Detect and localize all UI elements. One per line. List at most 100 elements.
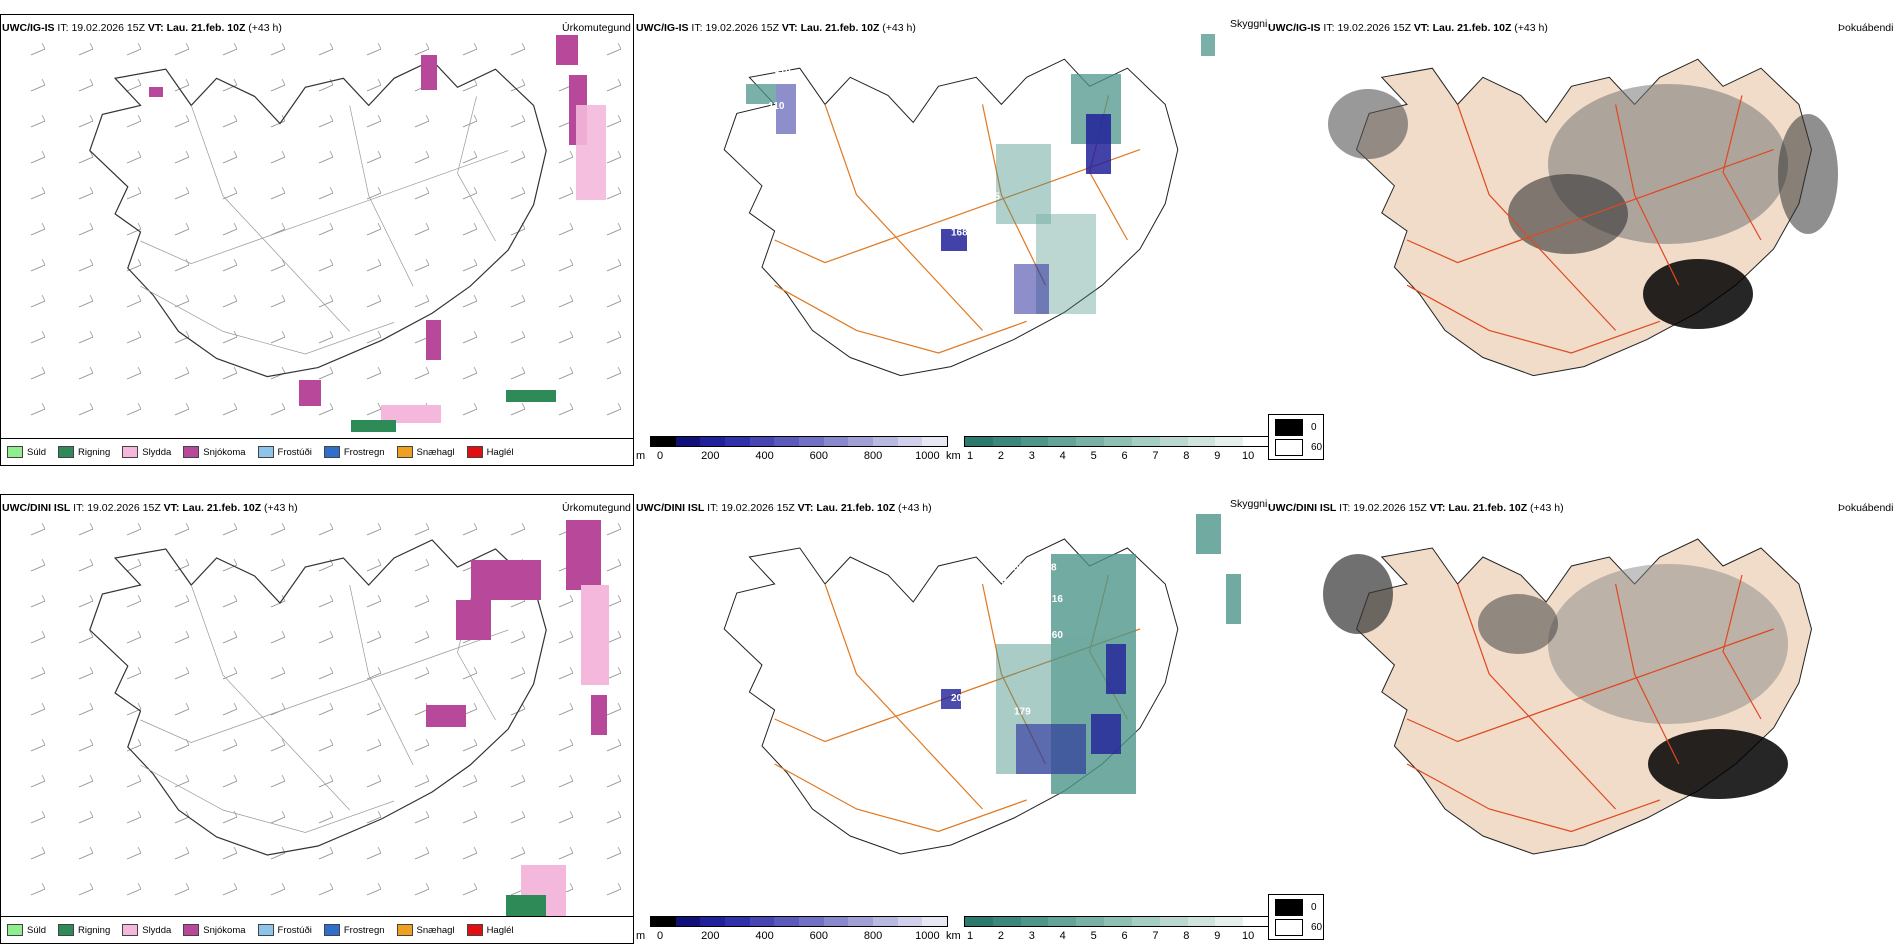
colorbar-segment xyxy=(922,917,947,926)
wind-barb xyxy=(319,43,333,55)
title-precip-2: UWC/DINI ISL IT: 19.02.2026 15Z VT: Lau.… xyxy=(2,502,298,514)
wind-barb xyxy=(31,739,45,751)
colorbar-tick: 600 xyxy=(810,930,828,942)
legend-item: Snæhagl xyxy=(397,446,455,458)
colorbar-segment xyxy=(700,917,725,926)
wind-barb xyxy=(463,151,477,163)
ceiling-panel-1: 110 110 110 35 121 45 129 305 30 168 20 xyxy=(636,14,1266,466)
colorbar-tick: 400 xyxy=(755,930,773,942)
wind-barb xyxy=(559,295,573,307)
wind-barb xyxy=(31,775,45,787)
ceiling-value-label: 98 xyxy=(976,693,988,704)
wind-barb xyxy=(463,775,477,787)
wind-barb xyxy=(607,187,621,199)
colorbar-tick: 2 xyxy=(998,930,1004,942)
ceiling-value-label: 110 xyxy=(775,65,792,76)
wind-barb xyxy=(223,883,237,895)
legend-label: Haglél xyxy=(487,447,514,458)
ceiling-value-label: 45 xyxy=(1014,250,1026,261)
wind-barb xyxy=(367,595,381,607)
fog-swatch xyxy=(1275,899,1303,916)
ceiling-colorbar-2: m 0 200 400 600 800 1000 xyxy=(636,916,946,946)
legend-swatch xyxy=(183,924,199,936)
wind-barb xyxy=(31,151,45,163)
wind-barbs xyxy=(31,43,621,415)
colorbar-tick: 7 xyxy=(1152,930,1158,942)
wind-barb xyxy=(271,667,285,679)
wind-barb xyxy=(127,595,141,607)
colorbar-segment xyxy=(922,437,947,446)
legend-label: Súld xyxy=(27,447,46,458)
vis-area xyxy=(1226,574,1241,624)
colorbar-tick: 800 xyxy=(864,450,882,462)
ceiling-value-label: 60 xyxy=(1052,630,1064,641)
wind-barb xyxy=(463,847,477,859)
wind-barb xyxy=(79,367,93,379)
wind-barb xyxy=(511,739,525,751)
wind-barb xyxy=(463,883,477,895)
wind-barb xyxy=(271,79,285,91)
ceiling-title-2: Skyggni xyxy=(1230,498,1267,510)
wind-barb xyxy=(607,595,621,607)
wind-barb xyxy=(607,151,621,163)
road-line xyxy=(140,286,394,354)
ceiling-colorbar-1: m 0 200 400 600 800 1000 xyxy=(636,436,946,466)
wind-barb xyxy=(79,559,93,571)
legend-label: Súld xyxy=(27,925,46,936)
colorbar-segment xyxy=(1188,917,1216,926)
legend-label: Frostúði xyxy=(278,925,312,936)
wind-barb xyxy=(415,847,429,859)
road-network xyxy=(140,576,508,833)
wind-barb xyxy=(319,523,333,535)
wind-barb xyxy=(223,187,237,199)
wind-barb xyxy=(367,259,381,271)
legend-swatch xyxy=(324,446,340,458)
wind-barb xyxy=(31,295,45,307)
precip-legend: Súld Rigning Slydda Snjókoma Frostúði Frostre… xyxy=(1,438,633,465)
legend-swatch xyxy=(467,924,483,936)
wind-barb xyxy=(367,295,381,307)
wind-barb xyxy=(415,739,429,751)
legend-item: Snæhagl xyxy=(397,924,455,936)
precip-type-title-1: Úrkomutegund xyxy=(562,22,631,34)
wind-barb xyxy=(271,187,285,199)
fog-legend-row: 0 xyxy=(1275,419,1317,436)
wind-barb xyxy=(463,523,477,535)
colorbar-tick: 200 xyxy=(701,450,719,462)
wind-barb xyxy=(511,631,525,643)
colorbar-tick: 1000 xyxy=(915,930,939,942)
wind-barb xyxy=(607,367,621,379)
wind-barb xyxy=(31,115,45,127)
colorbar-segment xyxy=(676,437,701,446)
colorbar-tick: 10 xyxy=(1242,930,1254,942)
colorbar-tick: 8 xyxy=(1183,450,1189,462)
wind-barb xyxy=(175,295,189,307)
legend-label: Slydda xyxy=(142,447,171,458)
ceiling-value-label: 121 xyxy=(983,223,1000,234)
colorbar-tick: 9 xyxy=(1214,930,1220,942)
snow-area xyxy=(471,560,541,600)
fog-legend-row: 60 xyxy=(1275,919,1322,936)
legend-item: Slydda xyxy=(122,924,171,936)
fog-legend-row: 0 xyxy=(1275,899,1317,916)
wind-barb xyxy=(367,739,381,751)
wind-barb xyxy=(367,847,381,859)
wind-barb xyxy=(223,223,237,235)
wind-barb xyxy=(367,43,381,55)
wind-barb xyxy=(223,295,237,307)
wind-barb xyxy=(319,151,333,163)
wind-barb xyxy=(559,631,573,643)
ceiling-value-label: 16 xyxy=(1052,594,1064,605)
wind-barb xyxy=(511,523,525,535)
colorbar-segment xyxy=(651,917,676,926)
wind-barb xyxy=(607,631,621,643)
ceiling-value-label: 110 xyxy=(901,205,918,216)
wind-barb xyxy=(367,79,381,91)
wind-barb xyxy=(367,631,381,643)
snow-area xyxy=(426,320,441,360)
wind-barb xyxy=(127,811,141,823)
wind-barb xyxy=(271,259,285,271)
title-fog-2: UWC/DINI ISL IT: 19.02.2026 15Z VT: Lau.… xyxy=(1268,502,1564,514)
colorbar-segment xyxy=(1104,437,1132,446)
colorbar-segment xyxy=(1215,437,1243,446)
